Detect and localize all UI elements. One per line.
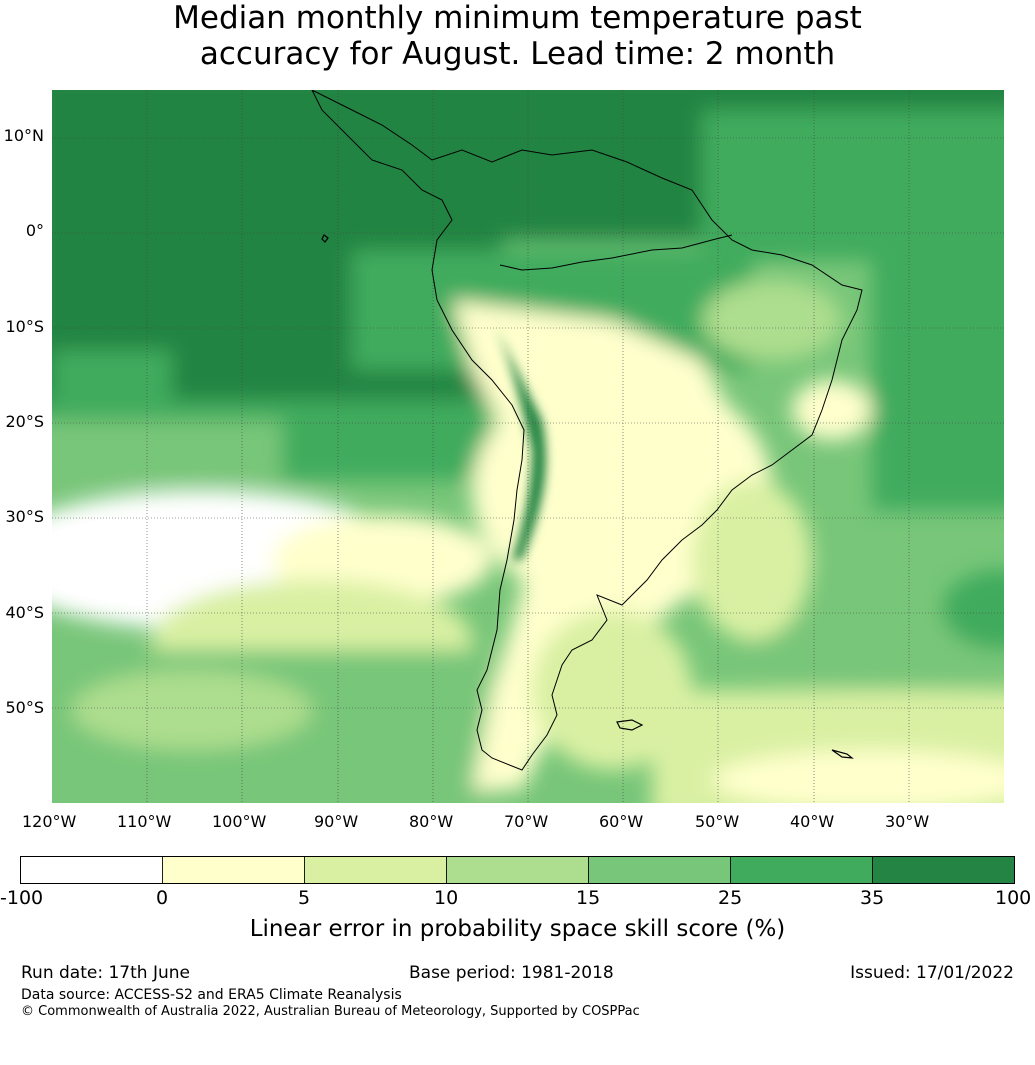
lon-label-110w: 110°W — [117, 812, 172, 831]
data-source: Data source: ACCESS-S2 and ERA5 Climate … — [21, 987, 402, 1003]
coastline-south-america — [311, 90, 863, 771]
issued-date: Issued: 17/01/2022 — [850, 963, 1014, 983]
lon-label-30w: 30°W — [885, 812, 930, 831]
colorbar-tick-5: 5 — [298, 887, 311, 909]
lat-label-40s: 40°S — [5, 603, 44, 622]
amazon-river — [499, 234, 733, 271]
skill-field — [52, 90, 1004, 803]
colorbar-tick-minus100: -100 — [0, 887, 44, 909]
south-georgia — [831, 749, 854, 759]
colorbar-segment-6 — [872, 856, 1015, 884]
title-line-1: Median monthly minimum temperature past — [173, 0, 862, 36]
lon-label-60w: 60°W — [599, 812, 644, 831]
colorbar-tick-25: 25 — [718, 887, 743, 909]
lon-label-70w: 70°W — [504, 812, 549, 831]
lat-label-20s: 20°S — [5, 412, 44, 431]
graticule — [52, 90, 1004, 803]
lat-label-0: 0° — [25, 221, 44, 240]
andes-ridge — [492, 320, 546, 560]
lat-label-10s: 10°S — [5, 317, 44, 336]
colorbar-label: Linear error in probability space skill … — [249, 916, 786, 942]
copyright: © Commonwealth of Australia 2022, Austra… — [21, 1004, 640, 1019]
colorbar-tick-10: 10 — [434, 887, 459, 909]
colorbar-segment-2 — [304, 856, 447, 884]
skill-score-map — [52, 90, 1004, 803]
colorbar-tick-100: 100 — [995, 887, 1032, 909]
galapagos — [321, 234, 329, 243]
run-date: Run date: 17th June — [21, 963, 190, 983]
falkland-islands — [616, 719, 644, 731]
colorbar-segment-0 — [20, 856, 163, 884]
colorbar-segment-1 — [162, 856, 305, 884]
colorbar-segment-3 — [446, 856, 589, 884]
colorbar-tick-0: 0 — [156, 887, 169, 909]
colorbar-tick-35: 35 — [860, 887, 885, 909]
title-line-2: accuracy for August. Lead time: 2 month — [199, 36, 836, 72]
lat-label-30s: 30°S — [5, 507, 44, 526]
base-period: Base period: 1981-2018 — [409, 963, 614, 983]
lon-label-50w: 50°W — [695, 812, 740, 831]
colorbar-tick-15: 15 — [576, 887, 601, 909]
lat-label-10n: 10°N — [3, 126, 44, 145]
lon-label-120w: 120°W — [22, 812, 77, 831]
colorbar — [20, 856, 1015, 884]
lat-label-50s: 50°S — [5, 698, 44, 717]
lon-label-90w: 90°W — [314, 812, 359, 831]
colorbar-segment-5 — [730, 856, 873, 884]
chart-title: Median monthly minimum temperature past … — [0, 0, 1035, 72]
lon-label-40w: 40°W — [790, 812, 835, 831]
colorbar-segment-4 — [588, 856, 731, 884]
lon-label-80w: 80°W — [409, 812, 454, 831]
lon-label-100w: 100°W — [212, 812, 267, 831]
